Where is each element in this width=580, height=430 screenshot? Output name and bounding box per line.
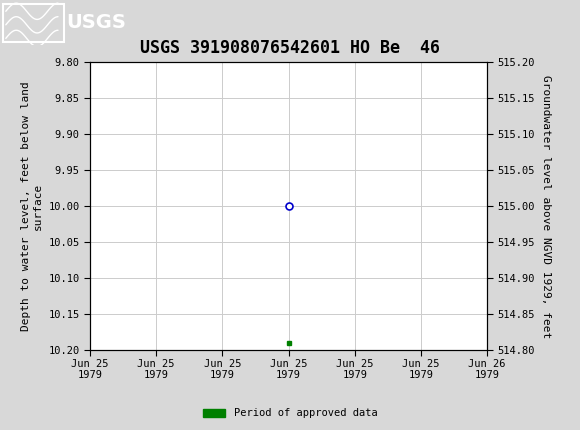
Y-axis label: Depth to water level, feet below land
surface: Depth to water level, feet below land su… <box>21 82 43 331</box>
Text: USGS: USGS <box>67 13 126 32</box>
Y-axis label: Groundwater level above NGVD 1929, feet: Groundwater level above NGVD 1929, feet <box>541 75 550 338</box>
Text: USGS 391908076542601 HO Be  46: USGS 391908076542601 HO Be 46 <box>140 39 440 57</box>
Legend: Period of approved data: Period of approved data <box>198 404 382 423</box>
Bar <box>3 3 64 42</box>
